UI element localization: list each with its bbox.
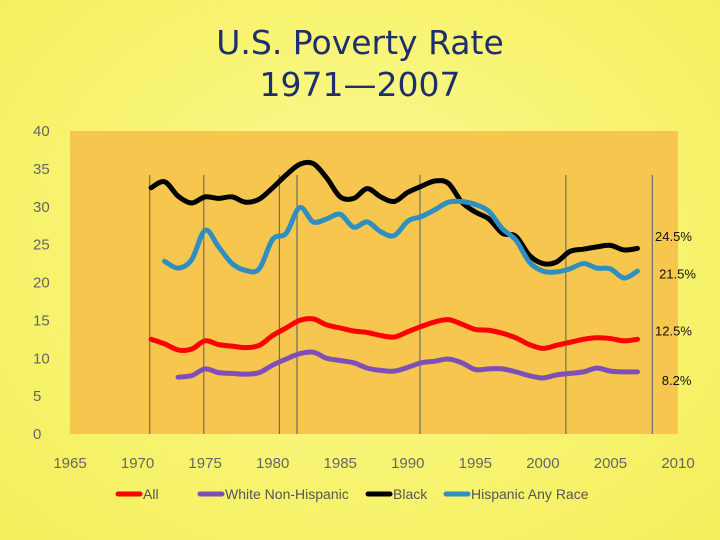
legend-label-white-non-hispanic: White Non-Hispanic	[225, 486, 349, 502]
title-line-1: U.S. Poverty Rate	[216, 23, 504, 62]
y-tick-label: 25	[33, 237, 50, 254]
x-tick-label: 2005	[594, 455, 627, 472]
x-tick-label: 1990	[391, 455, 424, 472]
data-label: 12.5%	[655, 324, 692, 339]
series-line-hispanic-any-race	[162, 198, 640, 281]
x-tick-label: 1980	[256, 455, 289, 472]
series-line-white-non-hispanic	[175, 349, 640, 381]
x-tick-label: 1970	[121, 455, 154, 472]
x-tick-label: 2000	[526, 455, 559, 472]
y-axis-ticks: 0 5 10 15 20 25 30 35 40	[33, 123, 50, 443]
title-line-2: 1971—2007	[259, 65, 461, 104]
x-axis-ticks: 1965 1970 1975 1980 1985 1990 1995 2000 2005 2010	[53, 455, 694, 472]
legend-label-all: All	[143, 486, 159, 502]
y-tick-label: 5	[33, 388, 41, 405]
y-tick-label: 35	[33, 161, 50, 178]
x-tick-label: 1995	[459, 455, 492, 472]
chart-title: U.S. Poverty Rate 1971—2007	[0, 22, 720, 106]
series-lines	[148, 159, 640, 381]
y-tick-label: 15	[33, 312, 50, 329]
y-tick-label: 0	[33, 426, 41, 443]
y-tick-label: 30	[33, 199, 50, 216]
data-label: 8.2%	[662, 373, 692, 388]
x-tick-label: 1965	[53, 455, 86, 472]
y-tick-label: 40	[33, 123, 50, 140]
legend-label-black: Black	[393, 486, 428, 502]
series-line-black	[148, 159, 640, 267]
plot-area	[70, 131, 678, 434]
data-label: 21.5%	[659, 267, 696, 282]
x-tick-label: 1985	[324, 455, 357, 472]
x-tick-label: 2010	[661, 455, 694, 472]
legend-label-hispanic-any-race: Hispanic Any Race	[471, 486, 589, 502]
legend: All White Non-Hispanic Black Hispanic Any R…	[115, 486, 589, 502]
y-tick-label: 10	[33, 350, 50, 367]
data-annotations: 24.5% 21.5% 12.5% 8.2%	[655, 229, 696, 388]
data-label: 24.5%	[655, 229, 692, 244]
y-tick-label: 20	[33, 275, 50, 292]
x-tick-label: 1975	[188, 455, 221, 472]
series-line-all	[148, 316, 640, 353]
